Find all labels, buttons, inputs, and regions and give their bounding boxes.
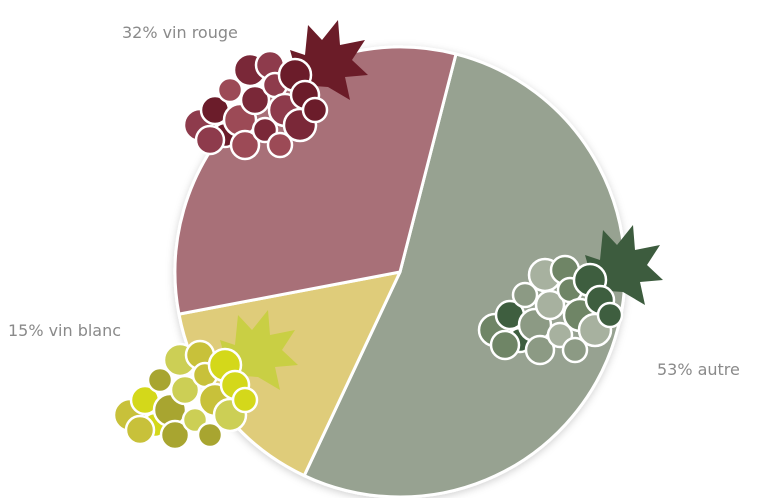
grape xyxy=(159,419,191,451)
labels: 53% autre 15% vin blanc 32% vin rouge xyxy=(8,23,740,379)
grape xyxy=(596,301,624,329)
value-label: 53% xyxy=(657,360,693,379)
slice-label: 32% vin rouge xyxy=(122,23,238,42)
grape xyxy=(231,386,259,414)
grape xyxy=(524,334,556,366)
grape xyxy=(489,329,521,361)
grape xyxy=(194,124,226,156)
grape xyxy=(301,96,329,124)
pie-slice xyxy=(302,52,627,498)
category-label: autre xyxy=(698,360,740,379)
value-label: 15% xyxy=(8,321,44,340)
grape xyxy=(216,76,244,104)
grape xyxy=(511,281,539,309)
grape xyxy=(229,129,261,161)
grape xyxy=(146,366,174,394)
grape xyxy=(196,421,224,449)
grape xyxy=(169,374,201,406)
grape-decorations xyxy=(112,20,663,451)
grape xyxy=(124,414,156,446)
slice-label: 53% autre xyxy=(657,360,740,379)
value-label: 32% xyxy=(122,23,158,42)
category-label: vin blanc xyxy=(49,321,121,340)
grape xyxy=(534,289,566,321)
grape xyxy=(561,336,589,364)
pie xyxy=(173,45,627,498)
category-label: vin rouge xyxy=(163,23,238,42)
grape xyxy=(239,84,271,116)
grape xyxy=(266,131,294,159)
slice-label: 15% vin blanc xyxy=(8,321,121,340)
